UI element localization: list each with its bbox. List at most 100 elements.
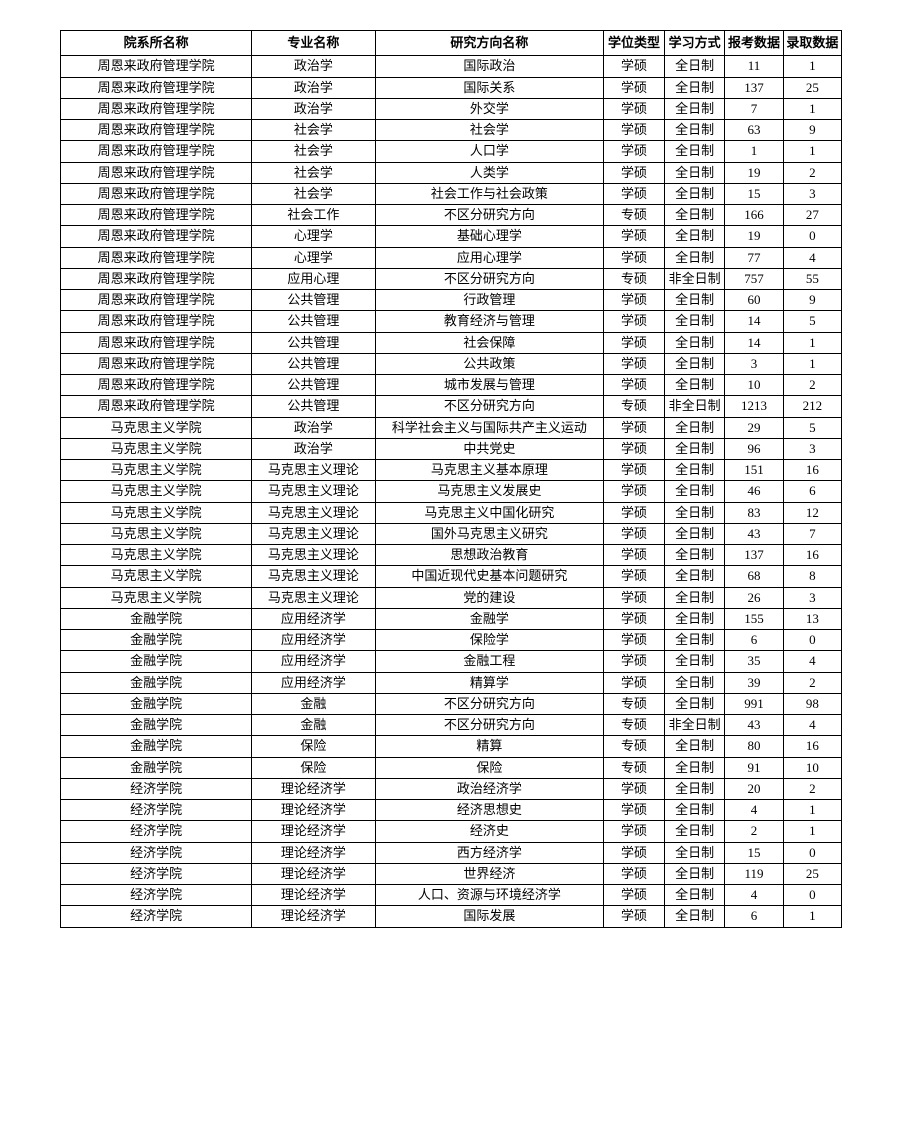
cell-degree: 学硕 <box>604 800 665 821</box>
cell-mode: 全日制 <box>664 226 725 247</box>
cell-degree: 学硕 <box>604 311 665 332</box>
cell-major: 理论经济学 <box>252 778 376 799</box>
cell-direction: 城市发展与管理 <box>375 375 603 396</box>
cell-department: 金融学院 <box>61 715 252 736</box>
cell-admitted: 16 <box>783 460 841 481</box>
cell-mode: 全日制 <box>664 120 725 141</box>
cell-department: 金融学院 <box>61 693 252 714</box>
cell-applicants: 6 <box>725 630 783 651</box>
cell-admitted: 1 <box>783 800 841 821</box>
table-row: 周恩来政府管理学院政治学国际关系学硕全日制13725 <box>61 77 842 98</box>
cell-direction: 社会保障 <box>375 332 603 353</box>
cell-mode: 全日制 <box>664 353 725 374</box>
cell-major: 公共管理 <box>252 311 376 332</box>
col-admitted: 录取数据 <box>783 31 841 56</box>
admissions-table: 院系所名称 专业名称 研究方向名称 学位类型 学习方式 报考数据 录取数据 周恩… <box>60 30 842 928</box>
cell-mode: 全日制 <box>664 821 725 842</box>
col-department: 院系所名称 <box>61 31 252 56</box>
cell-mode: 全日制 <box>664 98 725 119</box>
cell-applicants: 757 <box>725 268 783 289</box>
cell-admitted: 2 <box>783 672 841 693</box>
cell-direction: 不区分研究方向 <box>375 396 603 417</box>
cell-applicants: 20 <box>725 778 783 799</box>
col-direction: 研究方向名称 <box>375 31 603 56</box>
cell-department: 马克思主义学院 <box>61 460 252 481</box>
cell-degree: 学硕 <box>604 141 665 162</box>
cell-degree: 学硕 <box>604 842 665 863</box>
cell-major: 社会学 <box>252 162 376 183</box>
cell-degree: 学硕 <box>604 778 665 799</box>
cell-applicants: 91 <box>725 757 783 778</box>
cell-direction: 不区分研究方向 <box>375 205 603 226</box>
cell-admitted: 0 <box>783 226 841 247</box>
cell-department: 周恩来政府管理学院 <box>61 98 252 119</box>
cell-admitted: 0 <box>783 885 841 906</box>
cell-degree: 学硕 <box>604 630 665 651</box>
cell-direction: 科学社会主义与国际共产主义运动 <box>375 417 603 438</box>
table-row: 金融学院保险精算专硕全日制8016 <box>61 736 842 757</box>
cell-direction: 人口、资源与环境经济学 <box>375 885 603 906</box>
cell-direction: 马克思主义发展史 <box>375 481 603 502</box>
cell-department: 周恩来政府管理学院 <box>61 247 252 268</box>
cell-major: 应用心理 <box>252 268 376 289</box>
cell-admitted: 98 <box>783 693 841 714</box>
cell-major: 保险 <box>252 757 376 778</box>
cell-major: 应用经济学 <box>252 651 376 672</box>
table-row: 金融学院保险保险专硕全日制9110 <box>61 757 842 778</box>
cell-major: 理论经济学 <box>252 800 376 821</box>
cell-direction: 中共党史 <box>375 438 603 459</box>
cell-degree: 学硕 <box>604 608 665 629</box>
cell-degree: 学硕 <box>604 906 665 927</box>
cell-admitted: 4 <box>783 715 841 736</box>
cell-mode: 全日制 <box>664 77 725 98</box>
cell-major: 心理学 <box>252 247 376 268</box>
cell-mode: 全日制 <box>664 332 725 353</box>
cell-direction: 人口学 <box>375 141 603 162</box>
cell-admitted: 25 <box>783 77 841 98</box>
cell-major: 公共管理 <box>252 353 376 374</box>
cell-direction: 教育经济与管理 <box>375 311 603 332</box>
cell-mode: 全日制 <box>664 141 725 162</box>
cell-degree: 学硕 <box>604 672 665 693</box>
cell-mode: 非全日制 <box>664 715 725 736</box>
cell-admitted: 55 <box>783 268 841 289</box>
cell-direction: 不区分研究方向 <box>375 268 603 289</box>
cell-major: 公共管理 <box>252 396 376 417</box>
cell-admitted: 1 <box>783 56 841 77</box>
cell-department: 周恩来政府管理学院 <box>61 332 252 353</box>
cell-mode: 全日制 <box>664 56 725 77</box>
table-row: 周恩来政府管理学院政治学外交学学硕全日制71 <box>61 98 842 119</box>
cell-major: 政治学 <box>252 56 376 77</box>
table-row: 金融学院应用经济学精算学学硕全日制392 <box>61 672 842 693</box>
table-row: 马克思主义学院马克思主义理论党的建设学硕全日制263 <box>61 587 842 608</box>
cell-admitted: 16 <box>783 545 841 566</box>
cell-mode: 全日制 <box>664 672 725 693</box>
cell-direction: 国际发展 <box>375 906 603 927</box>
cell-applicants: 1213 <box>725 396 783 417</box>
cell-direction: 保险 <box>375 757 603 778</box>
cell-direction: 党的建设 <box>375 587 603 608</box>
cell-mode: 全日制 <box>664 778 725 799</box>
cell-mode: 全日制 <box>664 247 725 268</box>
cell-applicants: 60 <box>725 290 783 311</box>
cell-mode: 全日制 <box>664 460 725 481</box>
cell-major: 公共管理 <box>252 290 376 311</box>
cell-direction: 社会学 <box>375 120 603 141</box>
cell-applicants: 96 <box>725 438 783 459</box>
table-row: 马克思主义学院马克思主义理论思想政治教育学硕全日制13716 <box>61 545 842 566</box>
col-major: 专业名称 <box>252 31 376 56</box>
cell-direction: 社会工作与社会政策 <box>375 183 603 204</box>
cell-major: 政治学 <box>252 77 376 98</box>
cell-degree: 专硕 <box>604 268 665 289</box>
cell-major: 马克思主义理论 <box>252 481 376 502</box>
col-degree: 学位类型 <box>604 31 665 56</box>
cell-department: 马克思主义学院 <box>61 587 252 608</box>
cell-direction: 西方经济学 <box>375 842 603 863</box>
table-row: 周恩来政府管理学院公共管理城市发展与管理学硕全日制102 <box>61 375 842 396</box>
cell-degree: 专硕 <box>604 715 665 736</box>
cell-admitted: 10 <box>783 757 841 778</box>
table-row: 马克思主义学院马克思主义理论马克思主义基本原理学硕全日制15116 <box>61 460 842 481</box>
cell-admitted: 4 <box>783 651 841 672</box>
cell-degree: 学硕 <box>604 417 665 438</box>
cell-mode: 全日制 <box>664 693 725 714</box>
